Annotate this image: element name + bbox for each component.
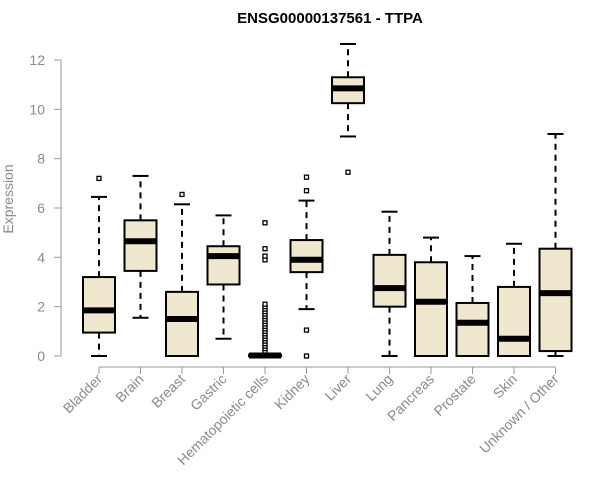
y-axis-label: Expression	[0, 164, 16, 233]
box-brain	[123, 174, 158, 319]
y-tick-label: 4	[37, 249, 45, 265]
x-tick-label: Brain	[112, 371, 146, 405]
box-iqr	[372, 253, 407, 308]
x-tick-label: Lung	[362, 371, 395, 404]
x-tick-label: Liver	[321, 371, 354, 404]
x-tick-label: Bladder	[60, 371, 106, 417]
box-iqr	[538, 247, 573, 353]
box-iqr	[165, 290, 199, 357]
box-prostate	[455, 255, 490, 358]
x-tick-label: Breast	[148, 371, 188, 411]
outlier-point	[262, 220, 268, 226]
box-breast	[165, 191, 199, 357]
outlier-point	[262, 246, 268, 252]
y-tick-label: 2	[37, 299, 45, 315]
y-tick-label: 8	[37, 151, 45, 167]
y-tick-label: 12	[29, 52, 45, 68]
box-skin	[497, 242, 531, 357]
box-iqr	[414, 261, 448, 357]
box-iqr	[82, 276, 116, 334]
outlier-point	[96, 175, 102, 182]
box-bladder	[82, 175, 116, 357]
box-iqr	[206, 245, 241, 286]
outlier-point	[303, 353, 310, 359]
outlier-point	[303, 327, 310, 333]
y-axis: 0 2 4 6 8 10 12	[29, 52, 62, 364]
chart-title: ENSG00000137561 - TTPA	[237, 10, 423, 27]
outlier-point	[303, 174, 310, 180]
box-unknown-other	[538, 133, 573, 357]
box-liver	[331, 42, 365, 175]
box-gastric	[206, 214, 241, 340]
y-tick-label: 10	[29, 101, 45, 117]
outlier-point	[345, 169, 351, 175]
box-iqr	[455, 301, 490, 358]
box-lung	[372, 210, 407, 357]
box-pancreas	[414, 236, 448, 357]
x-tick-label: Kidney	[271, 371, 313, 413]
box-iqr	[289, 239, 324, 274]
box-series	[82, 42, 573, 359]
outlier-point	[262, 253, 268, 259]
outlier-point	[262, 301, 268, 307]
x-tick-label: Skin	[490, 371, 521, 402]
x-tick-label: Prostate	[430, 371, 478, 419]
box-iqr	[497, 285, 531, 357]
box-hematopoietic-cells	[248, 220, 282, 359]
x-tick-label: Unknown / Other	[476, 371, 562, 457]
outlier-point	[179, 191, 185, 198]
y-tick-label: 0	[37, 348, 45, 364]
outlier-point	[303, 188, 310, 194]
box-kidney	[289, 174, 324, 359]
box-iqr	[123, 219, 158, 272]
y-tick-label: 6	[37, 200, 45, 216]
